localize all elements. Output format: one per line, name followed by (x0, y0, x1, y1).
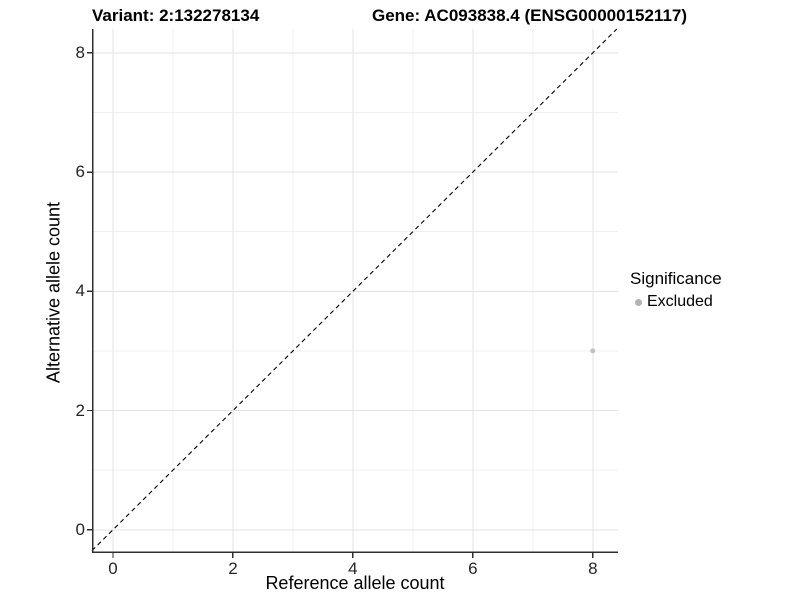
plot-panel (87, 28, 618, 558)
plot-canvas (87, 28, 618, 558)
y-tick-label: 2 (75, 400, 85, 420)
axis-lines (91, 29, 618, 554)
x-tick-label: 6 (468, 559, 478, 578)
gene-title: Gene: AC093838.4 (ENSG00000152117) (372, 6, 688, 25)
legend-key (630, 298, 647, 306)
excluded-point-icon (635, 298, 642, 306)
y-tick-label: 6 (75, 162, 85, 182)
x-tick-label: 4 (348, 559, 358, 578)
legend-item-excluded: Excluded (630, 292, 722, 312)
x-tick-label: 0 (108, 559, 118, 578)
data-point (590, 348, 596, 354)
y-axis-title: Alternative allele count (43, 201, 64, 384)
legend-title: Significance (630, 269, 722, 288)
identity-reference-line (91, 28, 618, 552)
data-points (590, 348, 596, 354)
variant-title: Variant: 2:132278134 (92, 6, 260, 25)
x-tick-label: 2 (228, 559, 238, 578)
y-tick-label: 4 (75, 281, 85, 301)
grid-major (92, 29, 618, 553)
legend-item-label: Excluded (647, 293, 713, 310)
y-tick-label: 8 (75, 42, 85, 62)
legend: Significance Excluded (630, 268, 722, 312)
y-tick-label: 0 (75, 519, 85, 539)
axis-tick-marks (87, 52, 594, 558)
x-axis-title: Reference allele count (265, 573, 445, 593)
x-tick-label: 8 (588, 559, 598, 578)
